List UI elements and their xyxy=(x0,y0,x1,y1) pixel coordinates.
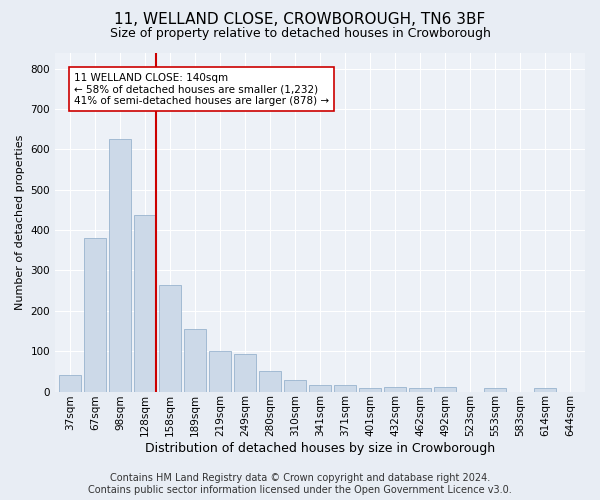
Bar xyxy=(234,354,256,392)
Bar xyxy=(409,388,431,392)
Bar xyxy=(359,388,381,392)
Bar xyxy=(184,329,206,392)
Text: 11 WELLAND CLOSE: 140sqm
← 58% of detached houses are smaller (1,232)
41% of sem: 11 WELLAND CLOSE: 140sqm ← 58% of detach… xyxy=(74,72,329,106)
Bar xyxy=(159,284,181,392)
Bar xyxy=(259,370,281,392)
Text: 11, WELLAND CLOSE, CROWBOROUGH, TN6 3BF: 11, WELLAND CLOSE, CROWBOROUGH, TN6 3BF xyxy=(115,12,485,28)
Bar xyxy=(484,388,506,392)
X-axis label: Distribution of detached houses by size in Crowborough: Distribution of detached houses by size … xyxy=(145,442,495,455)
Bar xyxy=(434,387,456,392)
Y-axis label: Number of detached properties: Number of detached properties xyxy=(15,134,25,310)
Bar xyxy=(134,215,156,392)
Text: Size of property relative to detached houses in Crowborough: Size of property relative to detached ho… xyxy=(110,28,490,40)
Bar xyxy=(309,384,331,392)
Bar xyxy=(59,374,81,392)
Bar xyxy=(534,388,556,392)
Bar xyxy=(334,386,356,392)
Bar xyxy=(209,351,231,392)
Text: Contains HM Land Registry data © Crown copyright and database right 2024.
Contai: Contains HM Land Registry data © Crown c… xyxy=(88,474,512,495)
Bar xyxy=(284,380,306,392)
Bar xyxy=(109,140,131,392)
Bar xyxy=(84,238,106,392)
Bar xyxy=(384,387,406,392)
